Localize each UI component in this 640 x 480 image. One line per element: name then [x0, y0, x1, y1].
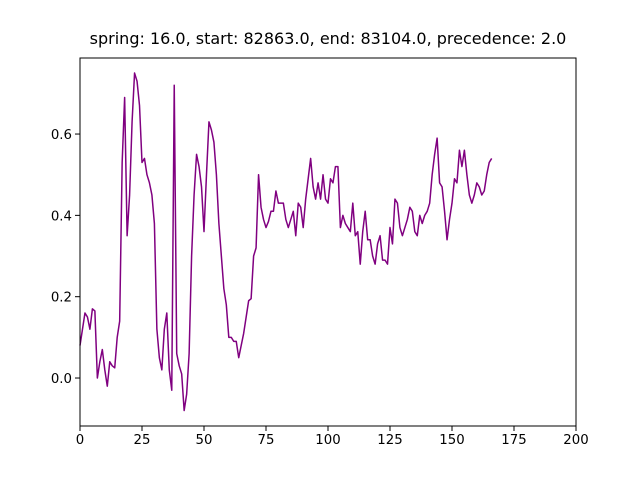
- y-tick-label: 0.0: [51, 372, 72, 387]
- plot-frame: [79, 57, 577, 427]
- y-tick-label: 0.2: [51, 291, 72, 306]
- y-tick-label: 0.4: [51, 209, 72, 224]
- x-tick-label: 0: [76, 433, 84, 448]
- x-tick-label: 125: [377, 433, 402, 448]
- x-tick-label: 200: [563, 433, 588, 448]
- x-tick-label: 50: [196, 433, 213, 448]
- y-tick-label: 0.6: [51, 128, 72, 143]
- data-line: [79, 72, 493, 412]
- x-tick-label: 75: [258, 433, 275, 448]
- x-tick-label: 25: [134, 433, 151, 448]
- chart-title: spring: 16.0, start: 82863.0, end: 83104…: [90, 29, 567, 48]
- x-tick-label: 100: [315, 433, 340, 448]
- x-tick-label: 175: [501, 433, 526, 448]
- x-tick-label: 150: [439, 433, 464, 448]
